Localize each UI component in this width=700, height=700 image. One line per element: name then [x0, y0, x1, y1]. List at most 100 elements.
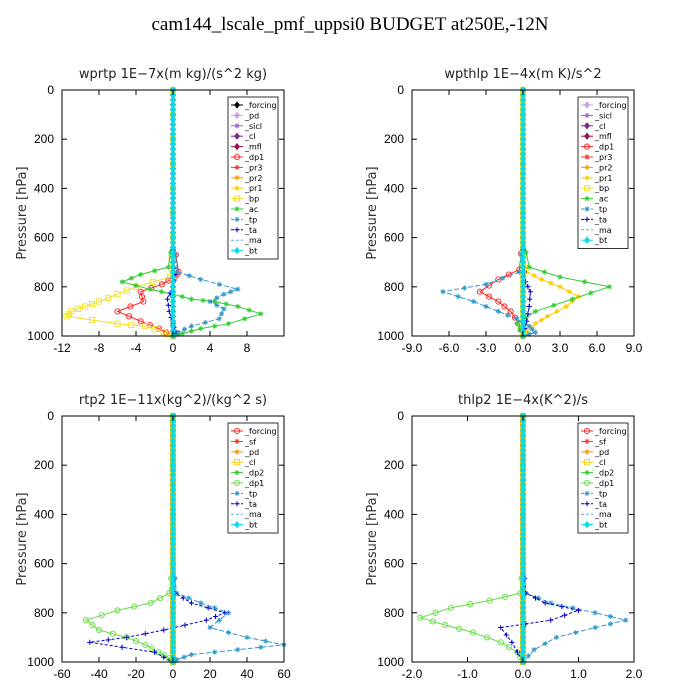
data-point: [188, 323, 195, 329]
x-tick-label: 0.0: [515, 667, 532, 681]
data-point: [526, 331, 532, 337]
data-point: [216, 617, 222, 623]
data-point: [164, 296, 171, 302]
data-point: [114, 308, 121, 315]
legend-item: _ac: [231, 205, 258, 214]
x-tick-label: -60: [53, 667, 71, 681]
legend-item: _cl: [581, 122, 606, 131]
legend-label: _pr3: [244, 163, 262, 172]
legend-item: _pr1: [231, 184, 262, 193]
legend-label: _ta: [594, 500, 607, 509]
data-point: [188, 328, 195, 334]
legend-item: _dp1: [231, 153, 264, 162]
plot-area: [417, 412, 629, 666]
data-point: [525, 653, 532, 659]
y-tick-label: 0: [397, 83, 404, 97]
legend-label: _tp: [244, 489, 257, 498]
data-point: [514, 321, 520, 327]
data-point: [503, 632, 509, 638]
chart-panel-wpthlp: wpthlp 1E−4x(m K)/s^2 Pressure [hPa] -9.0 -…: [365, 67, 643, 355]
series-ta: [498, 413, 582, 665]
y-tick-label: 1000: [27, 655, 54, 669]
legend-item: _ma: [231, 510, 262, 519]
legend-item: _ma: [581, 510, 612, 519]
data-point: [216, 281, 222, 287]
legend-label: _sicl: [594, 111, 612, 120]
legend-item: _bp: [581, 184, 609, 193]
data-point: [119, 279, 125, 285]
legend-label: _pd: [244, 111, 259, 120]
data-point: [207, 298, 213, 305]
x-tick-label: 0.0: [515, 341, 532, 355]
data-point: [548, 600, 554, 606]
legend-item: _ma: [231, 236, 262, 245]
data-point: [483, 303, 489, 310]
legend-item: _tp: [581, 205, 607, 214]
data-point: [161, 627, 167, 633]
data-point: [514, 316, 520, 322]
data-point: [225, 610, 232, 616]
data-point: [212, 605, 218, 611]
legend-marker: [584, 236, 590, 244]
legend-label: _bt: [594, 521, 607, 530]
data-point: [212, 613, 219, 620]
data-point: [188, 652, 195, 658]
data-point: [214, 295, 220, 301]
data-point: [137, 318, 144, 325]
data-point: [417, 614, 424, 621]
panel-title: rtp2 1E−11x(kg^2)/(kg^2 s): [79, 393, 267, 408]
legend-marker: [234, 111, 240, 120]
x-tick-label: 8: [244, 341, 251, 355]
data-point: [532, 595, 539, 601]
data-point: [531, 273, 537, 279]
legend-item: _bt: [231, 521, 257, 530]
y-tick-label: 0: [47, 83, 54, 97]
data-point: [532, 321, 538, 327]
data-point: [531, 647, 537, 653]
legend-marker: [583, 185, 591, 192]
x-tick-label: -2.0: [402, 667, 423, 681]
legend-marker: [234, 449, 240, 455]
data-point: [509, 639, 515, 645]
legend-marker: [234, 164, 240, 170]
series-bt: [520, 412, 526, 666]
x-tick-label: 6.0: [589, 341, 606, 355]
data-point: [526, 303, 532, 310]
data-point: [529, 326, 535, 332]
data-point: [151, 649, 158, 655]
chart-panel-wprtp: wprtp 1E−7x(m kg)/(s^2 kg) Pressure [hPa]…: [15, 67, 285, 355]
legend-marker: [584, 154, 590, 160]
legend-marker: [234, 185, 240, 191]
data-point: [470, 629, 477, 636]
legend-marker: [233, 479, 241, 487]
data-point: [181, 326, 188, 332]
legend-item: _dp2: [231, 469, 264, 478]
data-point: [132, 638, 140, 645]
data-point: [128, 275, 134, 281]
legend-item: _pd: [231, 111, 259, 120]
data-point: [525, 311, 531, 317]
x-tick-label: -12: [53, 341, 71, 355]
legend-label: _forcing: [594, 427, 627, 436]
legend-label: _dp1: [244, 153, 264, 162]
data-point: [216, 316, 222, 322]
data-point: [83, 617, 90, 624]
data-point: [138, 293, 146, 300]
legend-marker: [584, 196, 590, 202]
data-point: [562, 612, 568, 618]
data-point: [158, 281, 165, 288]
legend-marker: [234, 123, 240, 129]
data-point: [87, 639, 93, 645]
data-point: [495, 298, 502, 305]
legend-marker: [234, 501, 240, 507]
data-point: [542, 600, 548, 606]
x-tick-label: -6.0: [439, 341, 460, 355]
legend-item: _pr3: [231, 163, 262, 172]
data-point: [89, 622, 96, 629]
data-point: [526, 264, 532, 270]
legend-marker: [234, 246, 240, 255]
data-point: [218, 311, 225, 317]
legend-label: _forcing: [594, 101, 627, 110]
data-point: [504, 312, 511, 318]
legend-marker: [584, 206, 590, 212]
